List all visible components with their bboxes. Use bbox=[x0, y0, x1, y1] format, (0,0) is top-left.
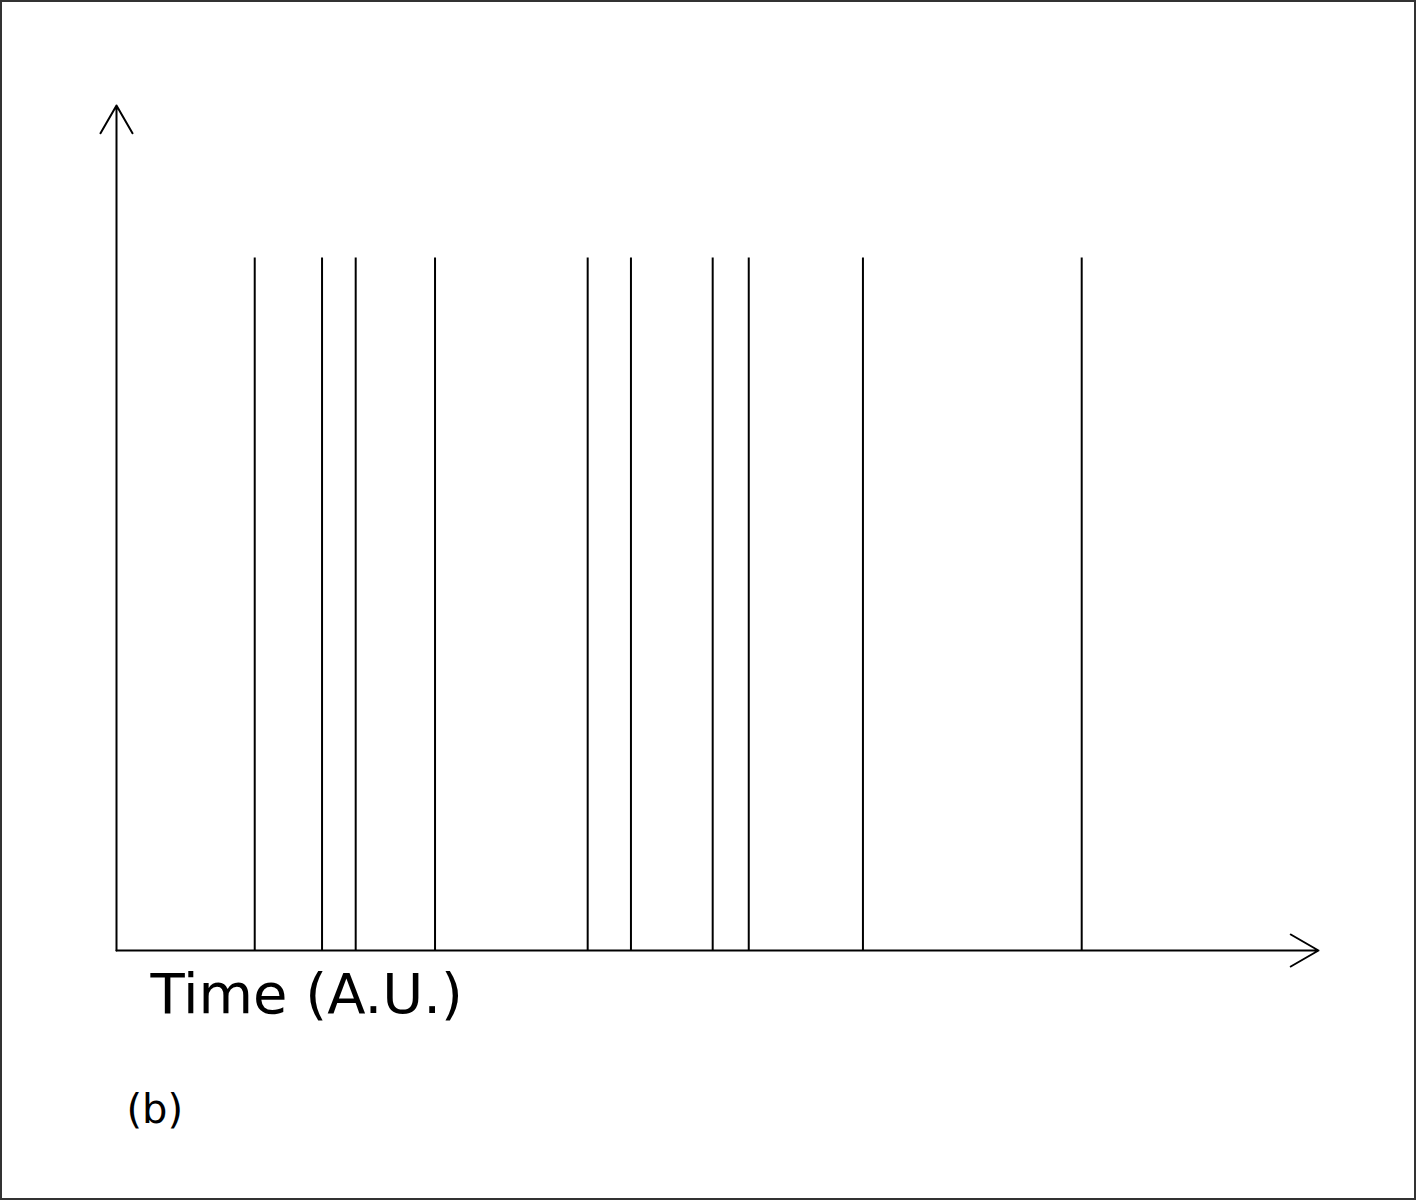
svg-text:Time (A.U.): Time (A.U.) bbox=[150, 961, 463, 1026]
svg-text:(b): (b) bbox=[127, 1086, 184, 1132]
